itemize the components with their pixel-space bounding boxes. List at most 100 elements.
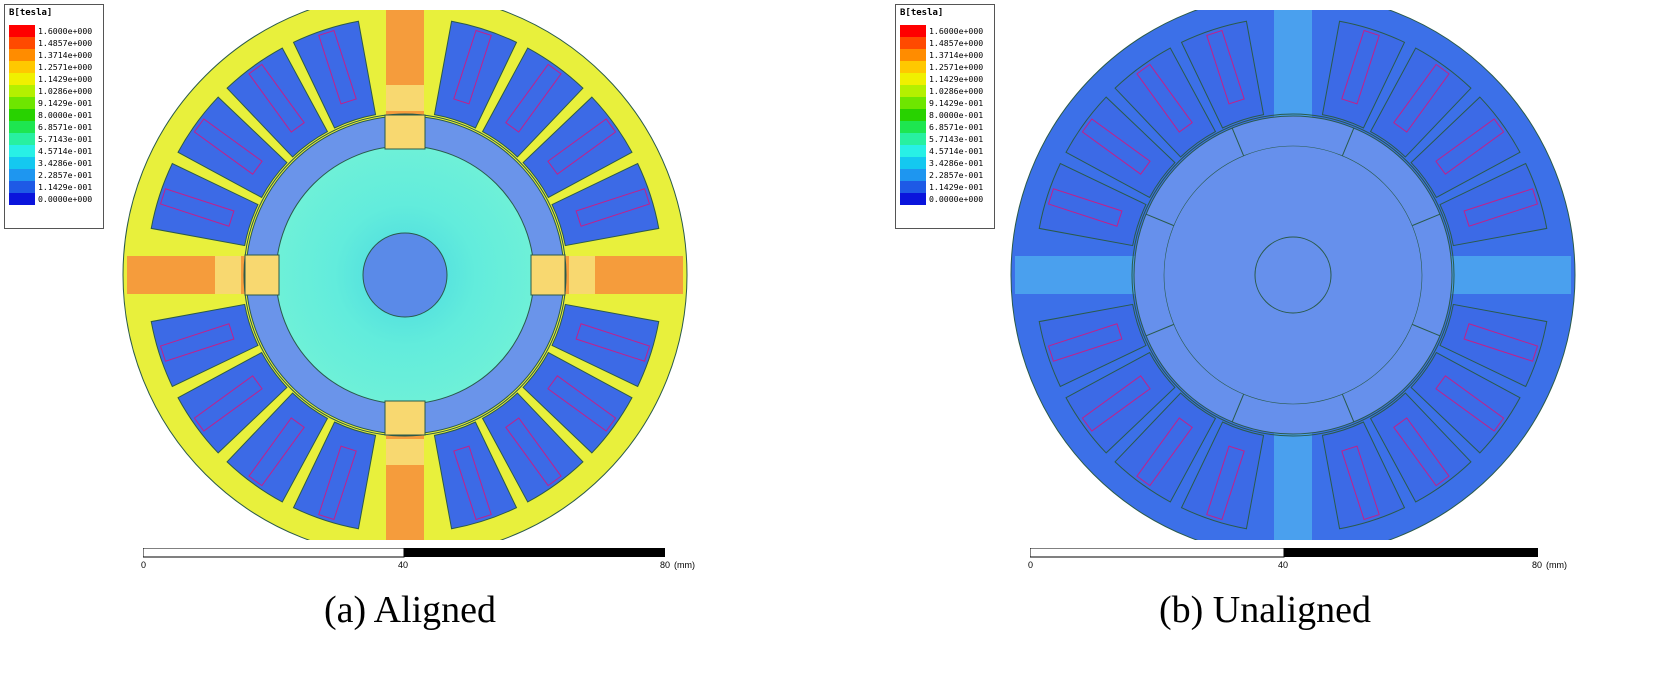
rotor-tooth-edge	[1411, 323, 1441, 337]
legend-swatch	[900, 85, 926, 97]
legend-value: 9.1429e-001	[38, 98, 93, 108]
legend-value: 5.7143e-001	[929, 134, 984, 144]
legend-swatch	[900, 157, 926, 169]
coil-outline	[193, 375, 263, 432]
stator-pole	[1448, 256, 1571, 294]
stator-slot	[150, 303, 259, 388]
stator-slot	[522, 351, 633, 454]
legend-swatch	[9, 169, 35, 181]
scale-tick-80: 80	[1532, 560, 1543, 570]
legend-value: 0.0000e+000	[929, 194, 984, 204]
legend-value: 1.6000e+000	[929, 26, 984, 36]
stator-slot	[1180, 421, 1265, 530]
air-gap	[1131, 113, 1455, 437]
stator-slot	[1038, 162, 1147, 247]
stator-pole-tip	[386, 85, 424, 111]
legend-value: 1.1429e-001	[38, 182, 93, 192]
scale-tick-0: 0	[1028, 560, 1034, 570]
rotor-inner-edge	[1163, 145, 1423, 405]
stator-slot	[1114, 392, 1217, 503]
rotor-tooth-edge	[1145, 213, 1175, 227]
stator-pole	[1015, 256, 1138, 294]
rotor-tooth-edge	[1231, 393, 1245, 423]
coil-outline	[453, 29, 492, 105]
stator-slot	[1038, 303, 1147, 388]
legend-value: 1.1429e+000	[929, 74, 984, 84]
legend-swatch	[900, 49, 926, 61]
coil-outline	[1047, 323, 1123, 362]
rotor-tooth	[384, 400, 426, 436]
stator-slot	[177, 351, 288, 454]
legend-swatch	[9, 145, 35, 157]
legend-swatch	[900, 145, 926, 157]
scale-tick-0: 0	[141, 560, 147, 570]
stator-slot	[522, 96, 633, 199]
stator-slot	[551, 162, 660, 247]
legend-value: 1.6000e+000	[38, 26, 93, 36]
stator-slot	[1410, 351, 1521, 454]
coil-outline	[1341, 445, 1380, 521]
stator-pole-tip	[386, 439, 424, 465]
rotor-tooth	[244, 254, 280, 296]
legend-value: 1.1429e-001	[929, 182, 984, 192]
legend-swatch	[900, 61, 926, 73]
coil-outline	[318, 445, 357, 521]
coil-outline	[1081, 118, 1151, 175]
scale-bar-unaligned: 0 40 80 (mm)	[1028, 547, 1590, 580]
caption-unaligned: (b) Unaligned	[1158, 589, 1372, 631]
legend-value: 1.3714e+000	[38, 50, 93, 60]
stator-slot	[150, 162, 259, 247]
legend-title: B[tesla]	[9, 8, 53, 18]
coil-outline	[159, 188, 235, 227]
coil-outline	[248, 63, 305, 133]
coil-outline	[1463, 323, 1539, 362]
rotor-hub	[362, 232, 448, 318]
panel-aligned: B[tesla] 1.6000e+000 1.4857e+000 1.3714e+0…	[0, 0, 820, 678]
legend-swatch	[9, 49, 35, 61]
stator-slot	[1369, 47, 1472, 158]
coil-outline	[1393, 63, 1450, 133]
rotor-tooth	[530, 254, 566, 296]
legend-value: 2.2857e-001	[929, 170, 984, 180]
legend-swatch	[9, 157, 35, 169]
legend-value: 1.0286e+000	[929, 86, 984, 96]
scale-unit: (mm)	[674, 560, 695, 570]
legend-swatch	[900, 169, 926, 181]
stator-slot	[551, 303, 660, 388]
coil-outline	[318, 29, 357, 105]
legend-swatch	[900, 193, 926, 205]
legend-swatch	[900, 109, 926, 121]
legend-swatch	[9, 109, 35, 121]
stator-slot	[433, 20, 518, 129]
stator-slot	[1410, 96, 1521, 199]
stator-slot	[1439, 303, 1548, 388]
coil-outline	[547, 118, 617, 175]
legend-title: B[tesla]	[900, 8, 944, 18]
stator-pole-tip	[215, 256, 241, 294]
scale-tick-40: 40	[398, 560, 409, 570]
panel-unaligned: B[tesla] 1.6000e+000 1.4857e+000 1.3714e+0…	[895, 0, 1665, 678]
rotor-hub	[1254, 236, 1332, 314]
legend-value: 6.8571e-001	[929, 122, 984, 132]
legend-value: 8.0000e-001	[38, 110, 93, 120]
legend-value: 4.5714e-001	[38, 146, 93, 156]
stator-pole	[1274, 430, 1312, 540]
legend-swatch	[9, 133, 35, 145]
air-gap	[243, 113, 567, 437]
legend-value: 4.5714e-001	[929, 146, 984, 156]
coil-outline	[1435, 375, 1505, 432]
legend-value: 1.1429e+000	[38, 74, 93, 84]
coil-outline	[453, 445, 492, 521]
scale-bar-aligned: 0 40 80 (mm)	[141, 547, 703, 580]
coil-outline	[1463, 188, 1539, 227]
coil-outline	[547, 375, 617, 432]
legend-swatch	[9, 25, 35, 37]
legend-value: 1.2571e+000	[929, 62, 984, 72]
coil-outline	[193, 118, 263, 175]
stator-slot	[481, 392, 584, 503]
stator-slot	[433, 421, 518, 530]
legend-swatch	[900, 97, 926, 109]
rotor-core	[1133, 115, 1453, 435]
legend-swatch	[9, 61, 35, 73]
caption-aligned: (a) Aligned	[323, 589, 496, 631]
